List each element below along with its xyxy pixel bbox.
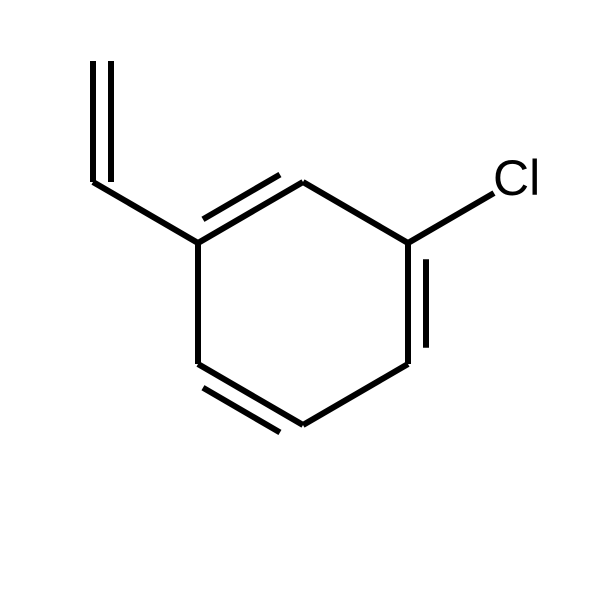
molecule-diagram: Cl [0,0,600,600]
bond-line [203,175,280,220]
bond-line [303,364,408,425]
bond-line [408,193,494,243]
bond-line [303,182,408,243]
bond-line [93,182,198,243]
bond-line [203,388,280,433]
cl-label: Cl [493,150,540,206]
